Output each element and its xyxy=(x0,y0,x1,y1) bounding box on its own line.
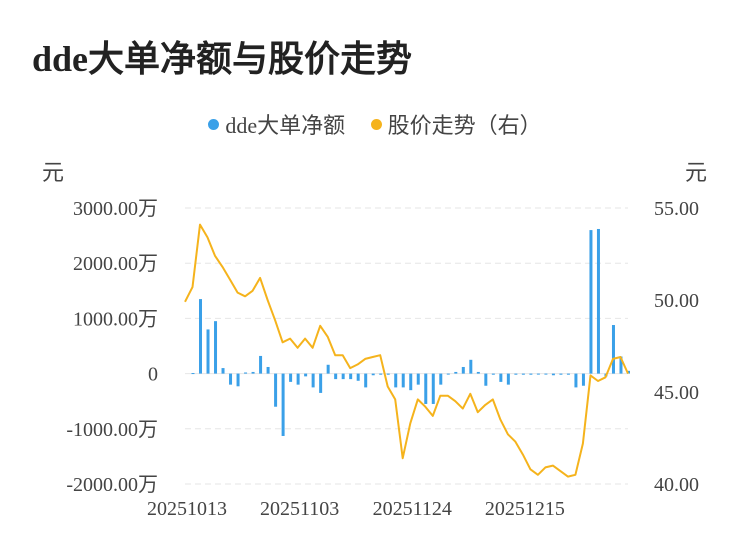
legend-dot-dde xyxy=(208,118,220,130)
left-axis-unit: 元 xyxy=(42,160,65,185)
legend-item-price[interactable]: 股价走势（右） xyxy=(370,108,542,140)
legend: dde大单净额 股价走势（右） xyxy=(0,108,750,140)
bar xyxy=(514,373,518,375)
bar xyxy=(491,373,495,375)
left-axis-ticks: 3000.00万 2000.00万 1000.00万 0 -1000.00万 -2000.… xyxy=(66,198,158,496)
bar xyxy=(476,371,480,374)
bar xyxy=(566,373,570,375)
bar xyxy=(221,368,225,374)
bar xyxy=(349,373,353,380)
bar xyxy=(439,373,443,385)
bar xyxy=(431,373,435,404)
bar xyxy=(484,373,488,386)
bar xyxy=(229,373,233,385)
bar xyxy=(469,359,473,374)
x-tick-label: 20251013 xyxy=(147,498,227,520)
bar xyxy=(206,329,210,374)
bar xyxy=(266,366,270,374)
bar xyxy=(424,373,428,404)
left-tick-label: 0 xyxy=(148,364,158,386)
bar xyxy=(214,321,218,374)
x-tick-label: 20251103 xyxy=(260,498,339,520)
bar xyxy=(521,373,525,375)
bar xyxy=(319,373,323,393)
x-tick-label: 20251215 xyxy=(485,498,565,520)
bar xyxy=(289,373,293,382)
chart-title: dde大单净额与股价走势 xyxy=(32,39,413,79)
bar xyxy=(341,373,345,380)
bar xyxy=(446,373,450,375)
right-tick-label: 50.00 xyxy=(654,290,699,312)
bar-series xyxy=(191,228,630,436)
right-tick-label: 55.00 xyxy=(654,198,699,220)
bar xyxy=(311,373,315,388)
x-axis-ticks: 20251013 20251103 20251124 20251215 xyxy=(147,498,565,520)
grid-lines xyxy=(185,207,628,485)
bar xyxy=(244,372,248,374)
bar xyxy=(454,371,458,374)
right-axis-ticks: 55.00 50.00 45.00 40.00 xyxy=(654,198,699,496)
legend-label-price: 股价走势（右） xyxy=(387,113,542,138)
left-tick-label: 2000.00万 xyxy=(73,253,158,275)
bar xyxy=(626,370,630,374)
bar xyxy=(551,373,555,376)
bar xyxy=(401,373,405,388)
bar xyxy=(619,356,623,374)
bar xyxy=(379,373,383,375)
bar xyxy=(461,366,465,374)
bar xyxy=(559,373,563,375)
bar xyxy=(394,373,398,388)
right-tick-label: 40.00 xyxy=(654,474,699,496)
right-tick-label: 45.00 xyxy=(654,382,699,404)
bar xyxy=(281,373,285,436)
bar xyxy=(236,373,240,387)
bar xyxy=(589,230,593,374)
price-line xyxy=(184,223,629,478)
legend-item-dde[interactable]: dde大单净额 xyxy=(208,108,345,140)
bar xyxy=(596,228,600,374)
line-series xyxy=(184,223,629,478)
bar xyxy=(251,371,255,374)
bar xyxy=(581,373,585,386)
bar xyxy=(274,373,278,407)
bar xyxy=(409,373,413,391)
legend-dot-price xyxy=(370,118,382,130)
bar xyxy=(191,373,195,375)
right-axis-unit: 元 xyxy=(685,160,708,185)
x-tick-label: 20251124 xyxy=(373,498,452,520)
bar xyxy=(259,355,263,374)
bar xyxy=(326,364,330,374)
bar xyxy=(529,373,533,375)
bar xyxy=(506,373,510,385)
bar xyxy=(334,373,338,380)
bar xyxy=(499,373,503,382)
bar xyxy=(371,373,375,376)
bar xyxy=(611,325,615,374)
legend-label-dde: dde大单净额 xyxy=(225,113,346,138)
bar xyxy=(544,373,548,375)
bar xyxy=(304,373,308,377)
left-tick-label: -2000.00万 xyxy=(66,474,158,496)
bar xyxy=(199,299,203,374)
bar xyxy=(386,373,390,375)
bar xyxy=(364,373,368,388)
bar xyxy=(296,373,300,385)
left-tick-label: -1000.00万 xyxy=(66,419,158,441)
left-tick-label: 3000.00万 xyxy=(73,198,158,220)
bar xyxy=(416,373,420,385)
bar xyxy=(536,373,540,375)
bar xyxy=(574,373,578,388)
left-tick-label: 1000.00万 xyxy=(73,308,158,330)
bar xyxy=(356,373,360,381)
